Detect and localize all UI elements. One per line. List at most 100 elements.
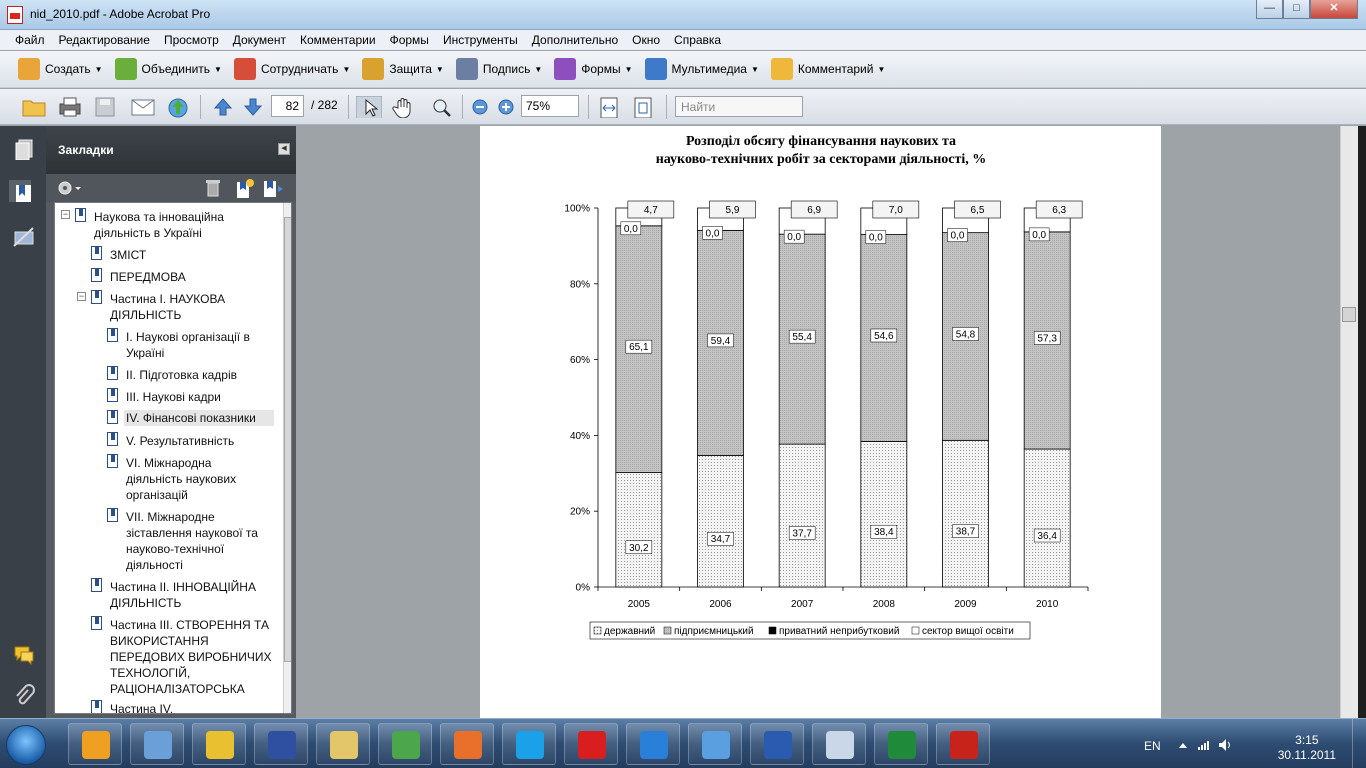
clock[interactable]: 3:15 30.11.2011: [1278, 733, 1336, 763]
bookmarks-panel-icon[interactable]: [9, 180, 31, 202]
find-input[interactable]: Найти: [675, 96, 803, 117]
data-label-private-nonprofit: 0,0: [787, 232, 801, 243]
minimize-button[interactable]: —: [1256, 0, 1283, 19]
bookmark-item[interactable]: ЗМІСТ: [110, 248, 147, 262]
secure-button[interactable]: Защита ▼: [362, 58, 444, 80]
bookmark-item[interactable]: V. Результативність: [126, 434, 235, 448]
start-button[interactable]: [6, 725, 46, 765]
taskbar-button[interactable]: [626, 723, 680, 765]
taskbar-button[interactable]: [564, 723, 618, 765]
taskbar-button[interactable]: [874, 723, 928, 765]
create-button[interactable]: Создать ▼: [18, 58, 103, 80]
taskbar-button[interactable]: [316, 723, 370, 765]
taskbar-button[interactable]: [254, 723, 308, 765]
document-vertical-scrollbar[interactable]: [1340, 126, 1358, 718]
page-number-input[interactable]: 82: [271, 95, 304, 117]
comment-button[interactable]: Комментарий ▼: [770, 58, 885, 80]
bookmark-item[interactable]: Частина IV.: [110, 702, 174, 714]
select-tool-icon[interactable]: [356, 96, 382, 118]
collapse-panel-icon[interactable]: ◀: [278, 143, 290, 155]
email-icon[interactable]: [130, 96, 156, 118]
bookmark-item[interactable]: Наукова та інноваційна діяльність в Укра…: [94, 210, 224, 240]
bookmark-item[interactable]: Частина І. НАУКОВА ДІЯЛЬНІСТЬ: [110, 292, 226, 322]
bookmark-item[interactable]: VI. Міжнародна діяльність наукових орган…: [126, 456, 237, 502]
taskbar-button[interactable]: [936, 723, 990, 765]
delete-bookmark-icon[interactable]: [204, 178, 222, 198]
bookmarks-scrollbar[interactable]: [283, 203, 291, 713]
bookmark-item[interactable]: III. Наукові кадри: [126, 390, 221, 404]
firefox-icon: [454, 731, 482, 759]
data-label-business: 54,8: [956, 329, 976, 340]
bookmark-item[interactable]: I. Наукові організації в Україні: [126, 330, 250, 360]
forms-button[interactable]: Формы ▼: [554, 58, 633, 80]
print-icon[interactable]: [58, 96, 82, 118]
menu-file[interactable]: Файл: [15, 33, 45, 47]
taskbar-button[interactable]: [68, 723, 122, 765]
dropdown-arrow-icon: ▼: [750, 64, 759, 74]
data-label-higher-education: 6,5: [971, 205, 985, 216]
menu-advanced[interactable]: Дополнительно: [531, 33, 619, 47]
bookmark-item[interactable]: ПЕРЕДМОВА: [110, 270, 186, 284]
taskbar-button[interactable]: [502, 723, 556, 765]
attachments-panel-icon[interactable]: [13, 684, 35, 706]
multimedia-button[interactable]: Мультимедиа ▼: [644, 58, 759, 80]
pages-panel-icon[interactable]: [13, 138, 35, 160]
bookmark-item[interactable]: VII. Міжнародне зіставлення наукової та …: [126, 510, 258, 572]
open-folder-icon[interactable]: [22, 96, 48, 118]
fit-width-icon[interactable]: [598, 96, 620, 118]
taskbar-button[interactable]: [192, 723, 246, 765]
expand-bookmark-icon[interactable]: [262, 177, 286, 199]
bookmark-icon: [107, 508, 118, 522]
sign-button[interactable]: Подпись ▼: [455, 58, 542, 80]
menu-comments[interactable]: Комментарии: [299, 33, 376, 47]
chart-legend: державний підприємницький приватний непр…: [589, 621, 1031, 640]
upload-globe-icon[interactable]: [166, 96, 190, 118]
previous-page-icon[interactable]: [212, 96, 234, 118]
volume-icon[interactable]: [1218, 738, 1232, 752]
acrobat-app-icon: [7, 6, 23, 24]
zoom-out-icon[interactable]: [470, 96, 490, 118]
hand-tool-icon[interactable]: [392, 96, 416, 118]
close-button[interactable]: ✕: [1310, 0, 1358, 19]
taskbar-button[interactable]: [688, 723, 742, 765]
language-indicator[interactable]: EN: [1144, 739, 1161, 753]
next-page-icon[interactable]: [242, 96, 264, 118]
new-bookmark-icon[interactable]: [234, 177, 254, 199]
bookmarks-scroll-thumb[interactable]: [284, 217, 291, 662]
collapse-toggle-icon[interactable]: −: [61, 209, 70, 219]
comments-panel-icon[interactable]: [13, 644, 35, 666]
bookmark-item[interactable]: Частина ІІІ. СТВОРЕННЯ ТА ВИКОРИСТАННЯ П…: [110, 618, 272, 696]
options-gear-icon[interactable]: [56, 178, 82, 198]
document-scroll-thumb[interactable]: [1342, 307, 1356, 322]
signatures-panel-icon[interactable]: [13, 226, 35, 248]
taskbar-button[interactable]: [812, 723, 866, 765]
taskbar-button[interactable]: [750, 723, 804, 765]
explorer-icon: [330, 731, 358, 759]
bookmark-item[interactable]: II. Підготовка кадрів: [126, 368, 237, 382]
bookmark-item[interactable]: Частина ІІ. ІННОВАЦІЙНА ДІЯЛЬНІСТЬ: [110, 580, 256, 610]
menu-document[interactable]: Документ: [232, 33, 286, 47]
combine-button[interactable]: Объединить ▼: [114, 58, 222, 80]
maximize-button[interactable]: □: [1283, 0, 1310, 19]
menu-window[interactable]: Окно: [632, 33, 661, 47]
menu-tools[interactable]: Инструменты: [442, 33, 518, 47]
marquee-zoom-icon[interactable]: [430, 96, 454, 118]
collaborate-button[interactable]: Сотрудничать ▼: [233, 58, 350, 80]
fit-page-icon[interactable]: [632, 96, 654, 118]
menu-edit[interactable]: Редактирование: [58, 33, 150, 47]
bookmark-item-selected[interactable]: IV. Фінансові показники: [124, 410, 274, 426]
data-label-business-box: [788, 329, 816, 344]
network-signal-icon[interactable]: [1198, 739, 1212, 751]
taskbar-button[interactable]: [130, 723, 184, 765]
taskbar-button[interactable]: [378, 723, 432, 765]
collapse-toggle-icon[interactable]: −: [77, 291, 86, 301]
taskbar-button[interactable]: [440, 723, 494, 765]
zoom-level-input[interactable]: 75%: [521, 95, 579, 117]
menu-help[interactable]: Справка: [674, 33, 722, 47]
menu-forms[interactable]: Формы: [389, 33, 429, 47]
zoom-in-icon[interactable]: [496, 96, 516, 118]
menu-view[interactable]: Просмотр: [163, 33, 219, 47]
tray-arrow-icon[interactable]: [1178, 741, 1188, 749]
show-desktop-button[interactable]: [1352, 719, 1366, 768]
save-icon[interactable]: [94, 96, 116, 118]
